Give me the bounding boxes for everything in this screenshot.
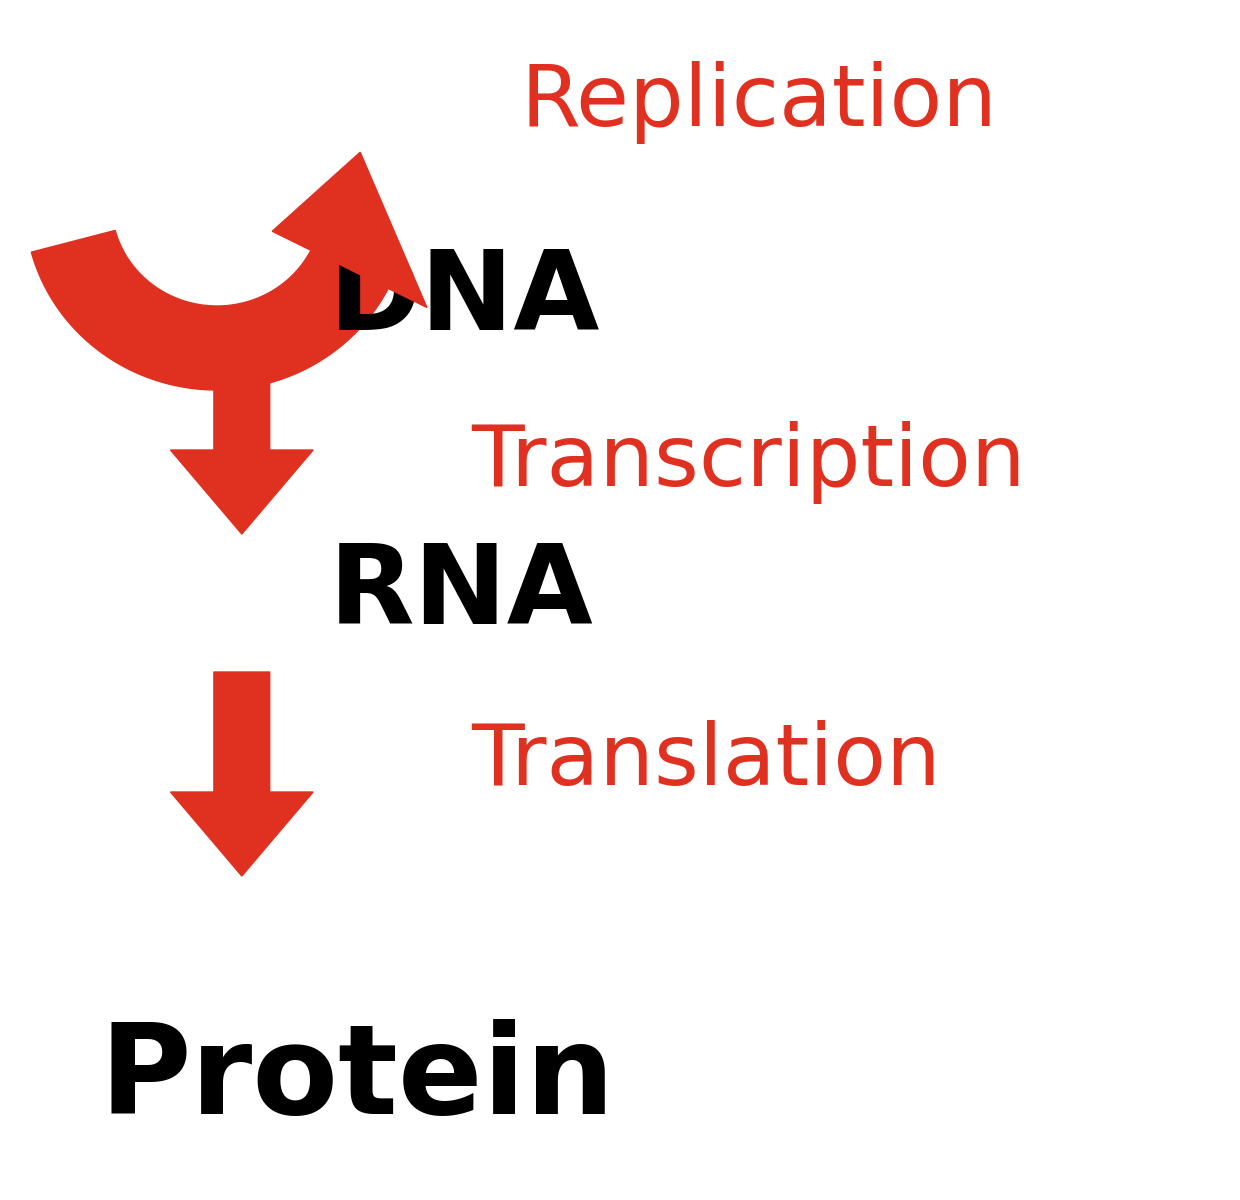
Text: DNA: DNA xyxy=(329,246,600,354)
Text: RNA: RNA xyxy=(329,540,594,648)
Text: Protein: Protein xyxy=(99,1020,615,1140)
Text: Transcription: Transcription xyxy=(471,420,1025,504)
Text: Replication: Replication xyxy=(521,60,998,144)
Polygon shape xyxy=(273,152,427,307)
Polygon shape xyxy=(171,366,312,534)
Text: Translation: Translation xyxy=(471,720,941,804)
Polygon shape xyxy=(31,230,388,390)
Polygon shape xyxy=(171,672,312,876)
